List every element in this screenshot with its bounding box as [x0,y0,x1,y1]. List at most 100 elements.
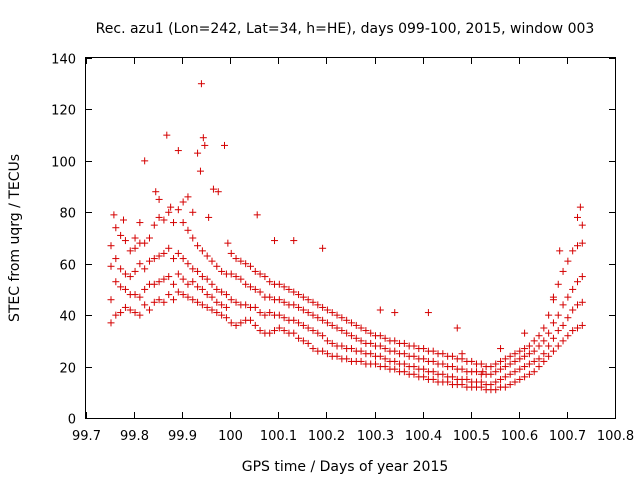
data-point [540,350,548,358]
data-point [420,373,428,381]
data-point [189,265,197,273]
data-point [304,296,312,304]
data-point [141,265,149,273]
x-tick-label: 99.8 [120,429,149,444]
data-point [126,247,134,255]
data-point [167,203,175,211]
data-point [224,239,232,247]
data-point [323,337,331,345]
y-tick-label: 100 [51,156,76,171]
data-point [381,334,389,342]
data-point [576,203,584,211]
data-point [121,237,129,245]
data-point [155,278,163,286]
data-point [367,350,375,358]
data-point [333,324,341,332]
data-point [559,337,567,345]
data-point [400,368,408,376]
data-point [131,244,139,252]
data-point [367,329,375,337]
data-point [569,285,577,293]
data-point [569,247,577,255]
data-point [521,373,529,381]
data-point [208,306,216,314]
data-point [141,239,149,247]
data-point [266,309,274,317]
data-point [227,296,235,304]
data-point [525,360,533,368]
data-point [136,219,144,227]
y-tick-label: 120 [51,104,76,119]
x-tick-label: 100.3 [357,429,394,444]
data-point [569,327,577,335]
data-point [535,355,543,363]
data-point [472,368,480,376]
data-point [564,314,572,322]
data-point [554,342,562,350]
data-point [194,283,202,291]
data-point [184,260,192,268]
x-tick-label: 100.8 [597,429,634,444]
data-point [179,255,187,263]
data-point [564,293,572,301]
data-point [275,280,283,288]
data-point [266,278,274,286]
x-tick-label: 100.2 [308,429,345,444]
data-point [559,321,567,329]
data-point [525,370,533,378]
data-point [145,306,153,314]
data-point [535,363,543,371]
data-point [189,278,197,286]
data-point [160,275,168,283]
data-point [121,303,129,311]
data-point [319,347,327,355]
data-point [170,219,178,227]
data-point [573,324,581,332]
data-point [232,321,240,329]
data-point [400,339,408,347]
data-point [242,301,250,309]
data-point [521,363,529,371]
data-point [222,291,230,299]
data-point [328,321,336,329]
data-point [400,350,408,358]
data-point [420,355,428,363]
data-point [197,80,205,88]
data-point [141,301,149,309]
data-point [189,234,197,242]
data-points [107,80,586,394]
data-point [237,319,245,327]
data-point [410,352,418,360]
data-point [227,319,235,327]
data-point [492,386,500,394]
data-point [304,309,312,317]
data-point [381,345,389,353]
data-point [271,327,279,335]
data-point [271,237,279,245]
x-axis-label: GPS time / Days of year 2015 [242,459,449,475]
data-point [468,357,476,365]
data-point [110,211,118,219]
x-tick-label: 100 [218,429,243,444]
data-point [189,296,197,304]
data-point [163,131,171,139]
data-point [280,298,288,306]
data-point [251,267,259,275]
data-point [126,306,134,314]
data-point [376,332,384,340]
data-point [573,213,581,221]
data-point [516,355,524,363]
data-point [391,365,399,373]
data-point [556,247,564,255]
x-tick-label: 100.1 [260,429,297,444]
data-point [165,291,173,299]
y-axis-label: STEC from uqrg / TECUs [7,154,23,322]
data-point [221,141,229,149]
data-point [179,291,187,299]
data-point [256,270,264,278]
data-point [424,309,432,317]
data-point [145,257,153,265]
data-point [530,347,538,355]
data-point [131,309,139,317]
